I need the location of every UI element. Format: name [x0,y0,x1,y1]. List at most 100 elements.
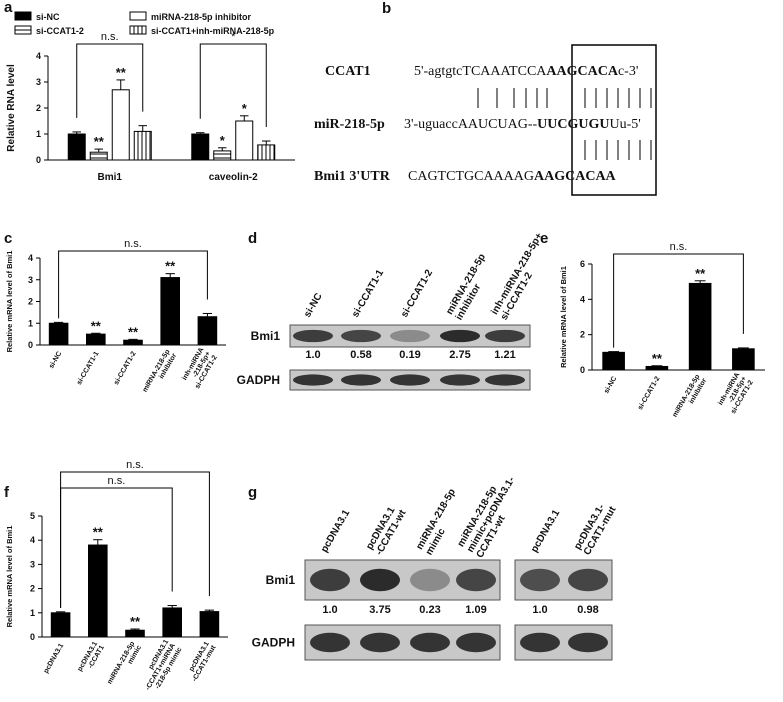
bar [111,89,130,161]
blot-band [410,632,450,653]
sequence-lead: 5'-agtgtcTCAAATCCA [414,64,547,79]
bar [160,277,180,346]
significance-label: ** [116,65,127,80]
bar [197,316,218,346]
sequence-seed: UUCGUGU [537,117,609,132]
sequence-lead: CAGTCTGCAAAAG [408,169,534,184]
sequence: 5'-agtgtcTCAAATCCAAAGCACAc-3' [414,64,638,79]
y-tick-label: 0 [28,340,33,350]
x-tick-label: miRNA-218-5pinhibitor [672,373,709,422]
bar [125,629,145,638]
lane-label: miRNA-218-5pmimic+pcDNA3.1-CCAT1-wt [456,470,527,560]
significance-bracket [58,250,208,319]
x-tick-label: miRNA-218-5pinhibitor [142,348,179,397]
significance-bracket [76,43,144,118]
lane-label: pcDNA3.1 [529,508,562,555]
x-tick-label: inh-miRNA-218-5p+si-CCAT1-2 [717,372,755,416]
sequence-tail: c-3' [618,64,638,79]
panel-letter: e [540,230,548,247]
legend-label: miRNA-218-5p inhibitor [151,12,252,22]
sequence-seed: AAGCACAA [534,169,617,184]
significance-label: * [220,133,226,148]
lane-label: si-CCAT1-2 [399,268,435,320]
significance-bracket [60,487,173,608]
sequence-name: miR-218-5p [314,117,385,132]
row-label: GADPH [237,373,280,387]
bar [123,339,143,346]
band-ratio: 1.09 [465,604,486,616]
blot-band [341,329,381,343]
band-ratio: 1.0 [532,604,547,616]
blot-band [341,374,381,386]
panel-letter: c [4,230,12,247]
x-tick-label: si-NC [48,351,63,370]
y-tick-label: 2 [28,297,33,307]
significance-label: ** [94,134,105,149]
significance-label: ** [695,266,706,281]
band-ratio: 1.21 [494,349,515,361]
x-tick-label: pcDNA3.1-CCAT1+miRNA-218-5p mimic [138,639,184,696]
bar [67,133,86,161]
significance-bracket [60,471,210,608]
bracket-label: n.s. [670,241,688,253]
y-tick-label: 1 [36,129,41,139]
bar [162,607,182,638]
blot-band [293,329,333,343]
band-ratio: 0.19 [399,349,420,361]
row-label: GADPH [252,636,295,650]
blot-band [485,374,525,386]
x-tick-label: pcDNA3.1-CCAT1-mut [185,640,218,683]
blot-band [568,632,608,653]
bar [645,365,669,371]
y-tick-label: 1 [30,608,35,618]
seed-box [571,44,657,196]
row-label: Bmi1 [266,573,296,587]
legend-swatch [14,25,32,35]
legend-label: si-NC [36,12,60,22]
y-axis-label: Relative mRNA level of Bmi1 [5,526,14,628]
significance-label: * [242,101,248,116]
significance-label: ** [165,259,176,274]
legend-swatch [129,25,147,35]
band-ratio: 1.0 [305,349,320,361]
bar [89,151,108,161]
x-tick-label: si-NC [603,376,618,395]
blot-band [568,568,608,592]
x-tick-label: pcDNA3.1-CCAT1 [77,640,106,676]
bar [191,133,210,161]
y-tick-label: 3 [36,77,41,87]
sequence: CAGTCTGCAAAAGAAGCACAA [408,169,617,184]
pairing-lines [477,88,652,160]
band-ratio: 3.75 [369,604,390,616]
blot-band [485,329,525,343]
bar [48,322,69,346]
blot-band [310,568,350,592]
sequence-name: CCAT1 [325,64,371,79]
blot-band [440,374,480,386]
legend-label: si-CCAT1-2 [36,26,84,36]
y-tick-label: 6 [580,259,585,269]
bar [88,544,108,638]
bar [235,120,254,161]
bracket-label: n.s. [124,238,142,250]
band-ratio: 1.0 [322,604,337,616]
significance-label: ** [130,614,141,629]
sequence-seed: AAGCACA [546,64,618,79]
y-axis-label: Relative mRNA level of Bmi1 [5,251,14,353]
bar [199,611,220,638]
blot-band [456,568,496,592]
y-tick-label: 3 [30,559,35,569]
blot-band [310,632,350,653]
bracket-label: n.s. [101,31,119,43]
lane-label: si-CCAT1-1 [350,268,386,320]
bar [602,351,625,371]
panel-letter: b [382,0,391,17]
sequence-lead: 3'-uguaccAAUCUAG-- [404,117,537,132]
lane-label: pcDNA3.1-CCAT1-wt [364,502,409,557]
blot-band [440,329,480,343]
y-tick-label: 3 [28,275,33,285]
row-label: Bmi1 [251,329,281,343]
y-tick-label: 4 [36,51,41,61]
y-tick-label: 0 [36,155,41,165]
